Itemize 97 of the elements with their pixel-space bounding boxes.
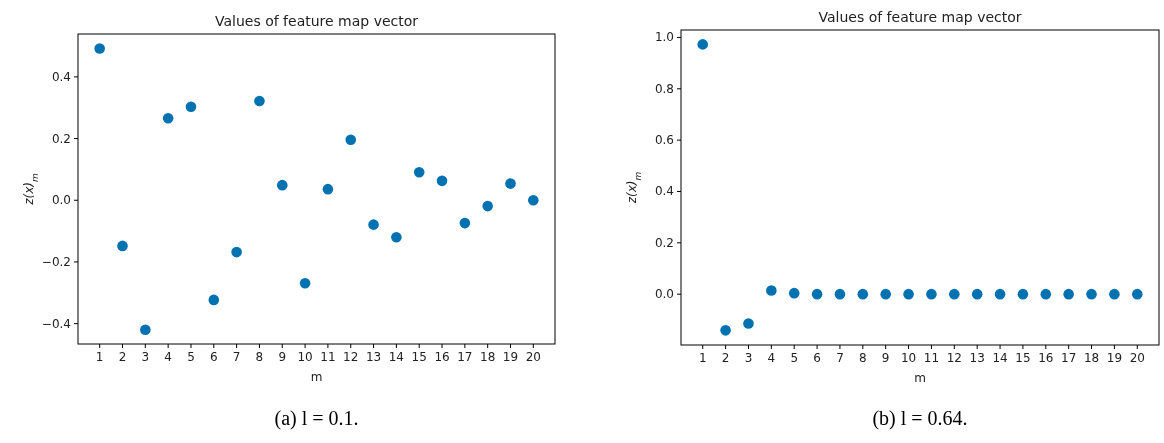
x-tick-label: 14: [388, 350, 405, 364]
point: [926, 288, 937, 300]
point: [1063, 288, 1074, 300]
y-tick-label: 0.4: [654, 184, 674, 199]
point: [322, 183, 334, 195]
point: [413, 166, 425, 178]
point: [436, 175, 448, 187]
x-tick-label: 20: [525, 350, 541, 364]
point: [697, 39, 709, 50]
x-tick-label: 12: [343, 350, 359, 364]
y-tick-label: 0.8: [654, 81, 674, 96]
x-tick-label: 3: [141, 350, 150, 364]
y-tick-label: −0.4: [41, 316, 71, 331]
x-tick-label: 18: [1083, 351, 1100, 365]
point: [117, 240, 128, 252]
x-tick-label: 9: [278, 350, 287, 364]
point: [299, 277, 311, 289]
point: [208, 294, 220, 306]
point: [857, 288, 869, 300]
point: [903, 288, 914, 300]
x-tick-label: 16: [1038, 351, 1054, 365]
x-tick-label: 14: [992, 351, 1008, 365]
y-tick-label: 0.4: [51, 69, 71, 84]
x-tick-label: 1: [95, 350, 104, 364]
x-tick-label: 2: [118, 350, 127, 364]
chart-title: Values of feature map vector: [818, 9, 1022, 25]
x-tick-label: 1: [698, 351, 707, 365]
point: [1109, 288, 1120, 300]
point: [1131, 288, 1143, 300]
x-tick-label: 17: [1061, 351, 1077, 365]
x-tick-label: 11: [320, 350, 336, 364]
x-tick-label: 9: [881, 351, 890, 365]
x-tick-label: 15: [411, 350, 427, 364]
point: [254, 95, 265, 107]
point: [528, 194, 539, 206]
x-tick-label: 19: [502, 350, 519, 364]
x-tick-label: 13: [969, 351, 985, 365]
x-tick-label: 11: [923, 351, 940, 365]
point: [766, 285, 777, 296]
point: [162, 112, 174, 124]
x-tick-label: 20: [1129, 351, 1145, 365]
point: [880, 288, 891, 300]
point: [811, 288, 823, 300]
point: [368, 219, 379, 230]
point: [391, 231, 402, 243]
x-tick-label: 2: [721, 351, 730, 365]
x-tick-label: 8: [859, 351, 867, 365]
x-tick-label: 17: [457, 350, 473, 364]
x-tick-label: 7: [232, 350, 241, 364]
text: (b) l = 0.64.: [872, 407, 968, 430]
x-axis-title: m: [310, 370, 323, 384]
point: [971, 288, 983, 300]
x-tick-label: 15: [1015, 351, 1031, 365]
point: [94, 43, 105, 54]
point: [276, 179, 288, 191]
x-tick-label: 18: [480, 350, 496, 364]
y-tick-label: 0.6: [654, 133, 674, 148]
y-tick-label: 0.0: [654, 287, 674, 302]
point: [482, 200, 493, 212]
point: [1017, 288, 1029, 300]
point: [1086, 288, 1097, 300]
x-tick-label: 4: [767, 351, 776, 365]
point: [231, 246, 242, 258]
x-tick-label: 10: [900, 351, 917, 365]
text: (a) l = 0.1.: [274, 407, 359, 430]
x-tick-label: 6: [209, 350, 218, 364]
x-tick-label: 12: [946, 351, 962, 365]
x-tick-label: 16: [434, 350, 450, 364]
x-tick-label: 10: [297, 350, 313, 364]
x-tick-label: 6: [813, 351, 821, 365]
x-tick-label: 8: [255, 350, 264, 364]
x-tick-label: 5: [790, 351, 799, 365]
y-tick-label: 0.2: [654, 235, 674, 250]
x-tick-label: 19: [1106, 351, 1123, 365]
chart-title: Values of feature map vector: [214, 13, 419, 29]
x-tick-label: 4: [164, 350, 172, 364]
x-axis-title: m: [914, 371, 926, 385]
x-tick-label: 5: [187, 350, 195, 364]
point: [834, 288, 846, 300]
x-tick-label: 13: [365, 350, 382, 364]
point: [185, 101, 197, 113]
x-tick-label: 7: [836, 351, 844, 365]
y-tick-label: 0.0: [51, 193, 71, 208]
point: [788, 287, 800, 299]
point: [345, 134, 357, 146]
y-tick-label: 0.2: [51, 131, 71, 146]
x-tick-label: 3: [744, 351, 753, 365]
point: [743, 318, 754, 329]
y-tick-label: −0.2: [41, 254, 71, 269]
y-tick-label: 1.0: [654, 30, 674, 45]
point: [994, 288, 1006, 300]
point: [720, 325, 731, 336]
point: [140, 324, 151, 336]
point: [949, 288, 960, 300]
point: [459, 217, 471, 229]
point: [505, 178, 516, 189]
point: [1040, 288, 1052, 300]
